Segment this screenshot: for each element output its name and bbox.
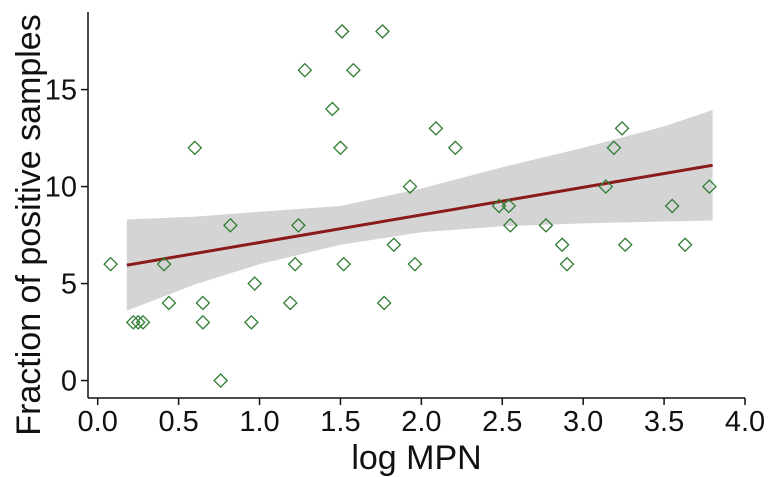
data-point [103, 256, 119, 272]
y-axis-title: Fraction of positive samples [10, 14, 48, 435]
data-point [156, 256, 172, 272]
data-point [614, 120, 630, 136]
data-point [244, 314, 259, 330]
x-tick-label: 0.0 [78, 406, 118, 438]
data-point [617, 237, 633, 253]
x-tick-label: 2.0 [401, 406, 441, 438]
x-tick-label: 1.0 [239, 406, 279, 438]
data-point [297, 62, 313, 78]
data-point [222, 217, 238, 233]
confidence-band-layer [126, 110, 713, 311]
data-point [447, 140, 463, 156]
data-point [428, 120, 444, 136]
x-tick-label: 2.5 [482, 406, 522, 438]
x-tick-label: 1.5 [320, 406, 360, 438]
data-point [501, 198, 517, 214]
data-point [161, 295, 177, 311]
data-point [287, 256, 303, 272]
data-point [376, 295, 392, 311]
data-point [701, 179, 717, 194]
y-tick-label: 5 [61, 269, 77, 301]
x-tick-label: 3.0 [563, 406, 603, 438]
data-point [334, 23, 350, 39]
data-point [677, 237, 693, 253]
x-tick-label: 3.5 [644, 406, 684, 438]
x-tick-label: 4.0 [725, 406, 765, 438]
x-axis-ticks: 0.0 0.5 1.0 1.5 2.0 2.5 3.0 3.5 4.0 [78, 398, 765, 438]
data-point [333, 140, 348, 156]
data-point [386, 237, 402, 253]
data-point [282, 295, 298, 311]
x-tick-label: 0.5 [158, 406, 198, 438]
data-point [402, 179, 418, 194]
data-point [345, 62, 361, 78]
data-point [187, 140, 203, 156]
data-point [598, 179, 614, 194]
y-tick-label: 10 [45, 172, 77, 204]
data-point [130, 314, 146, 330]
data-point [407, 256, 423, 272]
data-point [554, 237, 570, 253]
x-axis-title: log MPN [351, 439, 481, 477]
data-point [502, 217, 518, 233]
y-tick-label: 0 [61, 366, 77, 398]
data-point [491, 198, 507, 214]
data-point [195, 295, 211, 311]
data-point [290, 217, 306, 233]
fit-line-layer [126, 163, 713, 267]
data-point [213, 373, 229, 388]
data-point [195, 314, 211, 330]
axes: 0.0 0.5 1.0 1.5 2.0 2.5 3.0 3.5 4.0 0 5 10 15 [45, 12, 765, 438]
data-point [336, 256, 352, 272]
regression-line [126, 163, 713, 267]
confidence-band [126, 110, 713, 311]
data-point [135, 314, 151, 330]
data-point [324, 101, 340, 117]
data-point [559, 256, 575, 272]
data-point [125, 314, 141, 330]
y-tick-label: 15 [45, 75, 77, 107]
data-points-layer [103, 23, 717, 388]
data-point [375, 23, 390, 39]
data-point [538, 217, 554, 233]
data-point [664, 198, 680, 214]
data-point [247, 276, 263, 291]
y-axis-ticks: 0 5 10 15 [45, 75, 88, 398]
data-point [606, 140, 622, 156]
